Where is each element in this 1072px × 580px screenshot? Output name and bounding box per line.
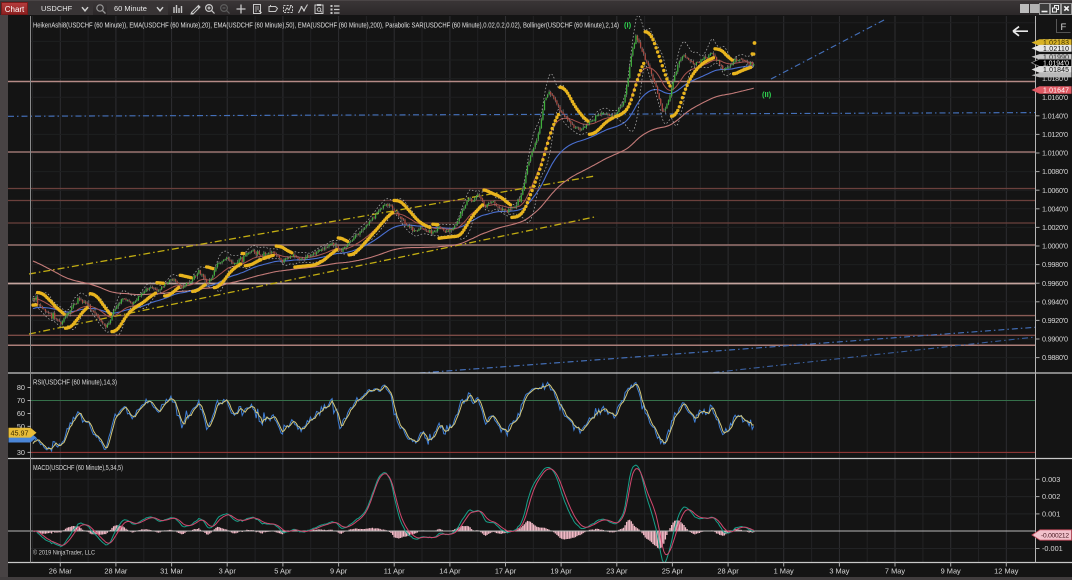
svg-text:-0.000212: -0.000212 xyxy=(1041,533,1069,540)
svg-text:1.0060'0: 1.0060'0 xyxy=(1042,186,1068,195)
svg-text:© 2019 NinjaTrader, LLC: © 2019 NinjaTrader, LLC xyxy=(33,549,95,557)
svg-text:17 Apr: 17 Apr xyxy=(495,567,517,576)
svg-text:1.0040'0: 1.0040'0 xyxy=(1042,204,1068,213)
svg-text:1.01647: 1.01647 xyxy=(1043,88,1069,95)
svg-text:9 Apr: 9 Apr xyxy=(330,567,348,576)
svg-text:1.0194'0: 1.0194'0 xyxy=(1043,60,1069,67)
svg-text:1.0020'0: 1.0020'0 xyxy=(1042,223,1068,232)
svg-text:1.0100'0: 1.0100'0 xyxy=(1042,149,1068,158)
svg-text:0.9880'0: 0.9880'0 xyxy=(1042,353,1068,362)
svg-text:3 Apr: 3 Apr xyxy=(219,567,237,576)
svg-text:1.02110: 1.02110 xyxy=(1043,46,1069,53)
svg-text:0.9940'0: 0.9940'0 xyxy=(1042,297,1068,306)
svg-text:1 May: 1 May xyxy=(774,567,794,576)
svg-text:(II): (II) xyxy=(762,90,772,99)
svg-text:60: 60 xyxy=(17,409,25,418)
svg-text:23 Apr: 23 Apr xyxy=(606,567,628,576)
svg-text:9 May: 9 May xyxy=(941,567,961,576)
svg-text:HeikenAshi8(USDCHF (60 Minute): HeikenAshi8(USDCHF (60 Minute)), EMA(USD… xyxy=(33,23,619,30)
svg-text:19 Apr: 19 Apr xyxy=(550,567,572,576)
svg-text:(I): (I) xyxy=(624,21,632,30)
svg-text:0.9980'0: 0.9980'0 xyxy=(1042,260,1068,269)
svg-text:0.9960'0: 0.9960'0 xyxy=(1042,279,1068,288)
svg-text:31 Mar: 31 Mar xyxy=(160,567,184,576)
svg-text:1.0120'0: 1.0120'0 xyxy=(1042,130,1068,139)
svg-text:5 Apr: 5 Apr xyxy=(274,567,292,576)
svg-text:80: 80 xyxy=(17,383,25,392)
svg-text:11 Apr: 11 Apr xyxy=(384,567,405,576)
svg-text:F: F xyxy=(1061,22,1067,33)
svg-text:50: 50 xyxy=(17,422,25,431)
svg-text:0.001: 0.001 xyxy=(1042,510,1060,519)
svg-text:1.0160'0: 1.0160'0 xyxy=(1042,93,1068,102)
svg-text:1.0140'0: 1.0140'0 xyxy=(1042,111,1068,120)
svg-text:1.0000'0: 1.0000'0 xyxy=(1042,242,1068,251)
svg-text:RSI(USDCHF (60 Minute),14,3): RSI(USDCHF (60 Minute),14,3) xyxy=(33,380,117,387)
svg-text:-0.001: -0.001 xyxy=(1042,544,1063,553)
svg-text:MACD(USDCHF (60 Minute),5,34,5: MACD(USDCHF (60 Minute),5,34,5) xyxy=(33,465,123,472)
svg-text:0.9900'0: 0.9900'0 xyxy=(1042,335,1068,344)
svg-text:1.02183: 1.02183 xyxy=(1043,40,1069,47)
svg-text:0.9920'0: 0.9920'0 xyxy=(1042,316,1068,325)
svg-text:70: 70 xyxy=(17,396,25,405)
svg-text:1.0180'0: 1.0180'0 xyxy=(1042,74,1068,83)
svg-text:45.97: 45.97 xyxy=(11,428,29,437)
svg-text:0.002: 0.002 xyxy=(1042,492,1060,501)
svg-text:14 Apr: 14 Apr xyxy=(439,567,461,576)
svg-text:1.0080'0: 1.0080'0 xyxy=(1042,167,1068,176)
svg-text:12 May: 12 May xyxy=(994,567,1019,576)
svg-text:0.003: 0.003 xyxy=(1042,475,1060,484)
svg-text:7 May: 7 May xyxy=(885,567,905,576)
svg-text:30: 30 xyxy=(17,448,25,457)
svg-text:3 May: 3 May xyxy=(829,567,849,576)
svg-text:1.01845: 1.01845 xyxy=(1043,67,1069,74)
svg-text:1.01990: 1.01990 xyxy=(1043,54,1069,61)
svg-text:28 Mar: 28 Mar xyxy=(104,567,128,576)
svg-text:26 Mar: 26 Mar xyxy=(49,567,73,576)
svg-text:28 Apr: 28 Apr xyxy=(717,567,739,576)
svg-text:25 Apr: 25 Apr xyxy=(662,567,684,576)
